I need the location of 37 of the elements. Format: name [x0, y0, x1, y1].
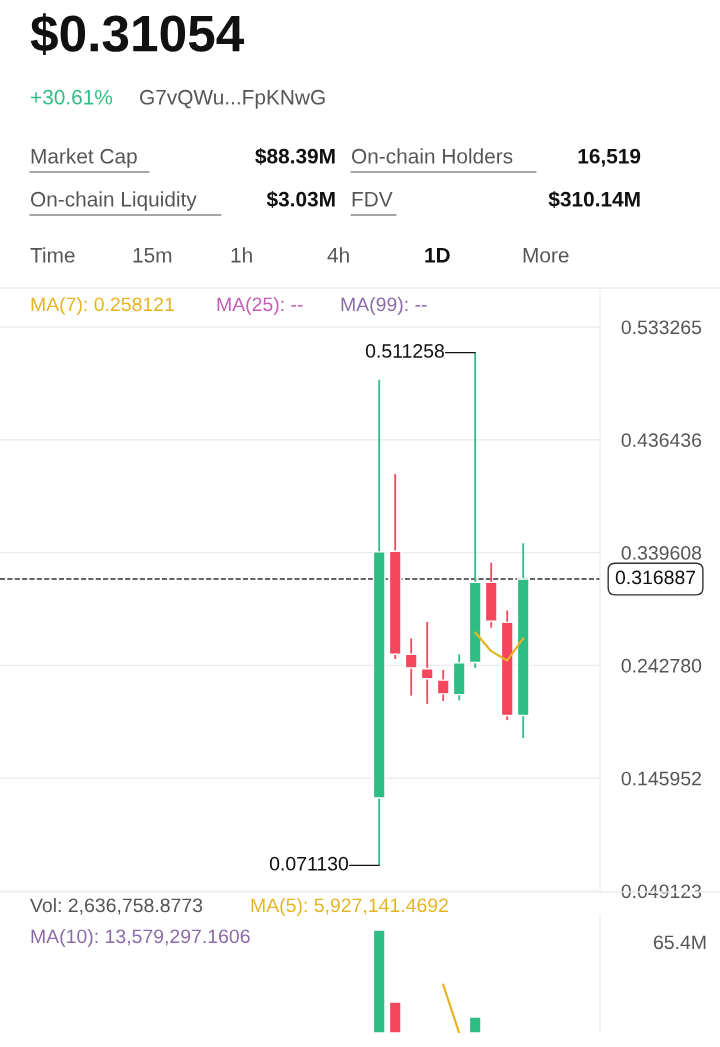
text: 1h: [231, 247, 252, 263]
candlestick: [404, 637, 418, 697]
text: MA(25): --: [217, 296, 303, 316]
text: On-chain Liquidity: [30, 191, 197, 211]
ref-line-label: 0.316887: [615, 570, 696, 585]
y-tick-label: 0.533265: [621, 320, 702, 335]
y-tick-label: 0.145952: [621, 771, 701, 786]
annotation: MA(99): --: [341, 296, 427, 316]
y-tick-label: 0.049123: [621, 884, 702, 899]
text: $310.14M: [548, 190, 640, 208]
text: 1D: [425, 248, 450, 263]
text: 0.071130: [269, 856, 349, 871]
text: $3.03M: [266, 190, 335, 208]
text: MA(5): 5,927,141.4692: [251, 897, 448, 917]
text: $88.39M: [255, 147, 335, 165]
text: Vol: 2,636,758.8773: [30, 897, 203, 915]
text: MA(7): 0.258121: [31, 296, 174, 316]
line-series: [474, 631, 525, 662]
candlestick: [420, 621, 434, 705]
text: +30.61%: [31, 89, 113, 105]
annotation: 0.511258: [365, 344, 444, 358]
text: MA(10): 13,579,297.1606: [31, 928, 250, 948]
text: 15m: [133, 248, 172, 263]
y-tick-label: 0.242780: [621, 658, 702, 673]
text: Time: [30, 247, 75, 263]
text: Market Cap: [31, 148, 137, 168]
chart-title: $0.31054: [30, 13, 245, 56]
text: FDV: [352, 192, 393, 207]
text: More: [523, 248, 569, 263]
y-tick-label: 0.436436: [621, 433, 702, 448]
text: G7vQWu...FpKNwG: [140, 89, 325, 109]
text: On-chain Holders: [351, 148, 513, 164]
candlestick: [436, 668, 450, 702]
text: 16,519: [578, 148, 641, 167]
text: 65.4M: [653, 935, 706, 950]
text: 4h: [327, 247, 349, 263]
y-tick-label: 0.339608: [621, 546, 702, 560]
